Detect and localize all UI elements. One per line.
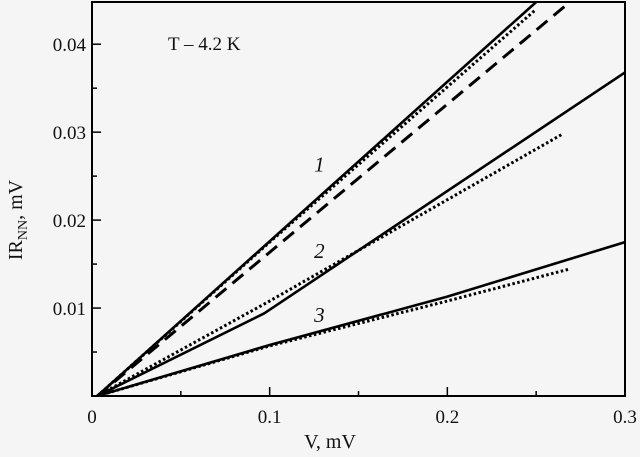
curve-3-solid: [96, 240, 625, 396]
curve-dashed: [96, 2, 571, 396]
x-tick-label: 0.1: [258, 407, 282, 428]
x-tick-label: 0.2: [435, 407, 459, 428]
x-tick-label: 0: [87, 407, 97, 428]
y-tick-label: 0.02: [53, 211, 86, 232]
y-axis-title-main: IR: [5, 239, 27, 260]
curve-2-solid: [96, 71, 625, 396]
curve-label-3: 3: [313, 303, 325, 327]
y-tick-label: 0.04: [53, 35, 87, 56]
labels: T – 4.2 K V, mV IRNN, mV 0 0.1 0.2 0.3 0.01 0…: [5, 34, 637, 453]
x-tick-label: 0.3: [613, 407, 637, 428]
curve-1-dotted: [96, 9, 536, 396]
curve-1-solid: [96, 2, 538, 396]
temperature-annotation: T – 4.2 K: [168, 34, 241, 55]
data-curves: [96, 2, 625, 396]
y-axis-title: IRNN, mV: [5, 179, 31, 260]
curve-label-1: 1: [314, 153, 325, 177]
y-tick-label: 0.03: [53, 123, 86, 144]
curve-3-dotted: [96, 267, 569, 396]
plot-frame: [91, 1, 626, 397]
curve-label-2: 2: [314, 239, 325, 263]
x-axis-title: V, mV: [304, 431, 356, 453]
y-tick-label: 0.01: [53, 299, 86, 320]
y-axis-title-suffix: , mV: [5, 179, 27, 220]
y-axis-title-sub: NN: [16, 220, 31, 240]
curve-2-dotted: [96, 132, 564, 396]
axes: [91, 1, 626, 397]
